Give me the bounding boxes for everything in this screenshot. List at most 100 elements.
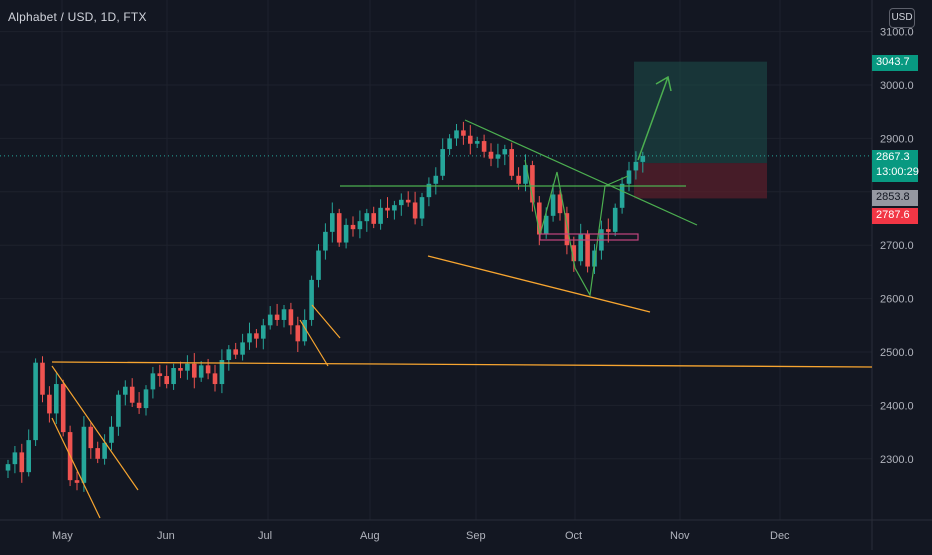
candle-body <box>606 229 611 232</box>
candle-body <box>309 279 314 320</box>
candle-body <box>192 363 197 378</box>
target-zone <box>634 61 767 164</box>
projection-arrow <box>637 76 669 161</box>
stop-price-label: 2787.6 <box>872 208 918 224</box>
candle-body <box>578 234 583 262</box>
price-tick-label: 2500.0 <box>880 347 914 359</box>
candle-body <box>481 141 487 152</box>
candle-body <box>468 135 473 144</box>
candle-body <box>378 207 383 224</box>
candle-body <box>219 360 225 385</box>
time-tick-label: Sep <box>466 530 486 542</box>
candle-body <box>157 373 163 377</box>
candle-body <box>5 464 11 471</box>
candle-body <box>226 349 232 361</box>
price-tick-label: 2700.0 <box>880 240 914 252</box>
candle-body <box>295 325 301 342</box>
candle-body <box>405 199 411 203</box>
candle-body <box>116 394 121 427</box>
candle-body <box>419 197 425 219</box>
descending-resistance-line <box>464 119 698 226</box>
candle-body <box>633 161 639 171</box>
candle-body <box>447 138 452 150</box>
candle-body <box>40 362 45 395</box>
candle-body <box>240 342 245 355</box>
candle-body <box>495 154 501 159</box>
candle-body <box>640 156 646 162</box>
candle-body <box>571 245 577 262</box>
candle-body <box>33 362 38 441</box>
candle-body <box>47 394 52 414</box>
candle-body <box>619 183 625 208</box>
price-tick-label: 2600.0 <box>880 294 914 306</box>
candle-body <box>516 175 521 184</box>
price-tick-label: 3000.0 <box>880 80 914 92</box>
flag-line-upper <box>51 365 139 491</box>
candle-body <box>502 149 508 155</box>
candle-body <box>330 213 335 232</box>
candle-body <box>537 202 542 235</box>
candle-body <box>102 442 107 459</box>
candle-body <box>336 213 342 243</box>
horizontal-support-line <box>51 361 873 368</box>
time-tick-label: Dec <box>770 530 790 542</box>
mini-flag-lower <box>299 319 329 367</box>
candle-body <box>385 207 390 211</box>
currency-button[interactable]: USD <box>889 8 915 28</box>
symbol-title: Alphabet / USD, 1D, FTX <box>8 10 147 24</box>
candle-body <box>371 213 376 224</box>
candle-body <box>426 183 432 198</box>
candle-body <box>557 194 563 214</box>
candle-body <box>129 386 135 403</box>
candle-body <box>316 250 321 280</box>
candle-body <box>323 231 328 251</box>
candle-body <box>412 202 418 219</box>
candle-body <box>254 333 259 339</box>
candle-body <box>530 165 535 203</box>
candle-body <box>543 215 549 235</box>
candle-body <box>136 402 142 409</box>
candle-body <box>302 319 307 342</box>
entry-price-label: 2853.8 <box>872 190 918 206</box>
purple-zone-box <box>539 233 639 241</box>
candle-body <box>564 213 570 246</box>
current-price-value: 2867.3 <box>876 151 910 163</box>
candle-body <box>74 480 80 483</box>
candle-body <box>19 452 25 473</box>
candle-body <box>150 373 156 390</box>
candle-body <box>178 368 183 371</box>
candle-body <box>60 384 66 433</box>
time-tick-label: May <box>52 530 73 542</box>
time-tick-label: Nov <box>670 530 690 542</box>
candle-body <box>626 170 632 184</box>
candle-body <box>523 165 528 184</box>
lower-trend-line <box>427 255 651 313</box>
candle-body <box>585 234 590 267</box>
candle-body <box>81 426 87 483</box>
candle-body <box>357 221 363 230</box>
candle-body <box>212 373 218 385</box>
current-price-label: 2867.3 13:00:29 <box>872 150 919 182</box>
candle-body <box>509 149 514 176</box>
time-tick-label: Jun <box>157 530 175 542</box>
candle-body <box>612 207 618 232</box>
candle-body <box>164 376 169 385</box>
time-tick-label: Jul <box>258 530 272 542</box>
projection-arrowhead <box>655 75 672 92</box>
price-tick-label: 2300.0 <box>880 454 914 466</box>
candle-body <box>454 130 459 139</box>
candle-body <box>205 365 211 374</box>
candle-body <box>233 349 238 355</box>
candle-body <box>440 149 445 176</box>
candle-body <box>171 368 176 385</box>
time-tick-label: Oct <box>565 530 582 542</box>
candle-body <box>95 448 100 459</box>
candle-body <box>433 175 439 184</box>
candle-body <box>288 309 294 326</box>
candle-body <box>123 386 128 395</box>
candle-body <box>343 224 349 243</box>
candle-body <box>261 325 266 339</box>
stop-zone <box>634 163 767 199</box>
